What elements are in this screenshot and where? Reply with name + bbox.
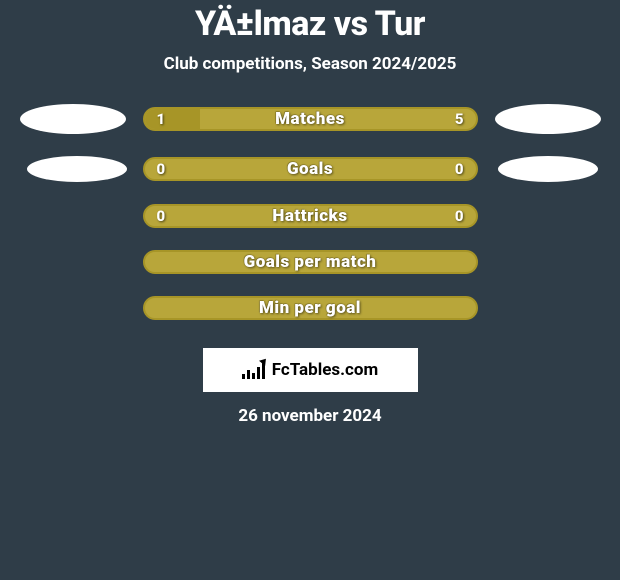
page-title: YÄ±lmaz vs Tur — [195, 4, 425, 44]
stat-bar: Matches 1 5 — [143, 107, 478, 131]
player-photo-placeholder — [20, 104, 126, 134]
stat-label: Hattricks — [272, 206, 347, 226]
page-subtitle: Club competitions, Season 2024/2025 — [164, 54, 457, 74]
stat-rows-container: Matches 1 5 Goals 0 0 Hattricks 0 0 Goals per mat… — [3, 104, 618, 342]
stat-value-left: 0 — [157, 207, 166, 225]
stat-label: Min per goal — [259, 298, 361, 318]
date-label: 26 november 2024 — [238, 406, 381, 426]
player-photo-right-slot — [478, 104, 618, 134]
player-photo-placeholder — [27, 156, 127, 182]
player-photo-placeholder — [495, 104, 601, 134]
brand-logo[interactable]: FcTables.com — [203, 348, 418, 392]
stat-value-left: 1 — [157, 110, 166, 128]
stat-bar: Goals per match — [143, 250, 478, 274]
stat-row: Hattricks 0 0 — [3, 204, 618, 228]
stat-value-right: 0 — [455, 207, 464, 225]
player-photo-left-slot — [3, 104, 143, 134]
stat-label: Matches — [275, 109, 345, 129]
stat-bar: Goals 0 0 — [143, 157, 478, 181]
stat-bar: Hattricks 0 0 — [143, 204, 478, 228]
stat-row: Min per goal — [3, 296, 618, 320]
bar-chart-icon — [242, 361, 266, 379]
comparison-widget: YÄ±lmaz vs Tur Club competitions, Season… — [0, 0, 620, 580]
stat-row: Matches 1 5 — [3, 104, 618, 134]
stat-bar: Min per goal — [143, 296, 478, 320]
stat-value-right: 0 — [455, 160, 464, 178]
player-photo-right-slot — [478, 156, 618, 182]
stat-label: Goals per match — [244, 252, 377, 272]
bar-fill-left — [145, 109, 200, 129]
stat-value-right: 5 — [455, 110, 464, 128]
stat-label: Goals — [287, 159, 333, 179]
stat-value-left: 0 — [157, 160, 166, 178]
player-photo-left-slot — [3, 156, 143, 182]
stat-row: Goals per match — [3, 250, 618, 274]
player-photo-placeholder — [498, 156, 598, 182]
brand-logo-text: FcTables.com — [272, 360, 378, 380]
stat-row: Goals 0 0 — [3, 156, 618, 182]
